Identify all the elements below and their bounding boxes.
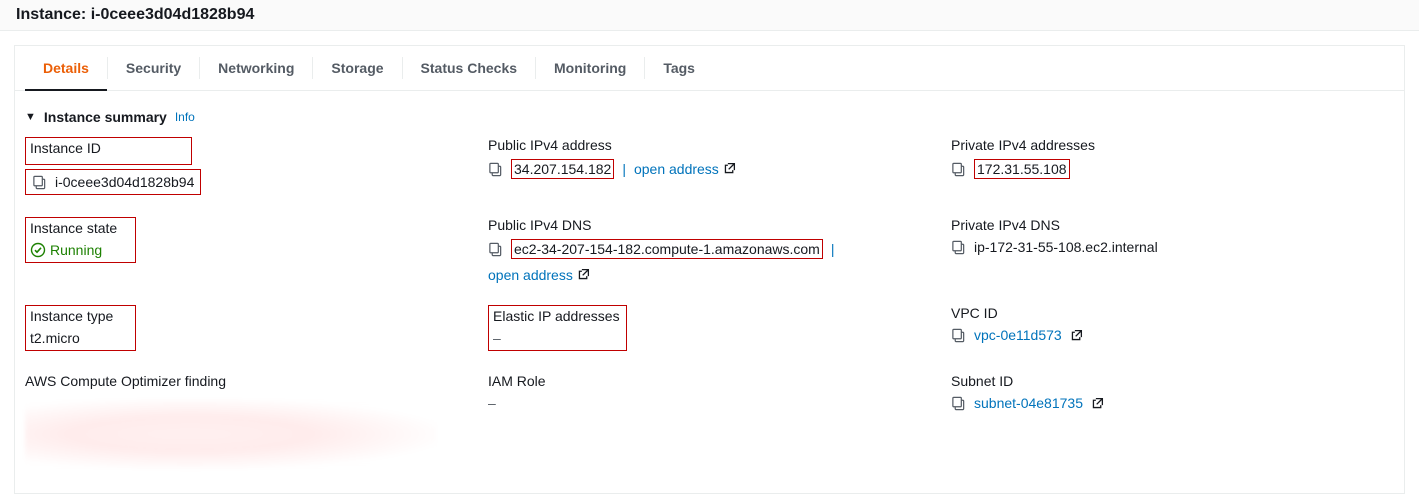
separator: | bbox=[622, 161, 626, 177]
field-instance-state: Instance state Running bbox=[25, 217, 468, 283]
value-public-dns: ec2-34-207-154-182.compute-1.amazonaws.c… bbox=[511, 239, 823, 259]
tab-status-checks[interactable]: Status Checks bbox=[403, 46, 535, 90]
field-instance-id: Instance ID i-0ceee3d04d1828b94 bbox=[25, 137, 468, 195]
section-title-text: Instance summary bbox=[44, 109, 167, 125]
value-private-dns: ip-172-31-55-108.ec2.internal bbox=[974, 239, 1158, 255]
copy-icon[interactable] bbox=[951, 240, 966, 255]
label-instance-id: Instance ID bbox=[30, 140, 101, 156]
value-public-ipv4: 34.207.154.182 bbox=[511, 159, 614, 179]
field-iam-role: IAM Role – bbox=[488, 373, 931, 469]
value-iam-role: – bbox=[488, 395, 931, 411]
tab-networking[interactable]: Networking bbox=[200, 46, 312, 90]
label-optimizer: AWS Compute Optimizer finding bbox=[25, 373, 226, 389]
open-address-text: open address bbox=[488, 267, 573, 283]
copy-icon[interactable] bbox=[951, 162, 966, 177]
open-address-link[interactable]: open address bbox=[634, 161, 736, 177]
value-vpc-id: vpc-0e11d573 bbox=[974, 327, 1062, 343]
redacted-area bbox=[25, 399, 437, 469]
details-panel: Details Security Networking Storage Stat… bbox=[14, 45, 1405, 494]
tab-security[interactable]: Security bbox=[108, 46, 199, 90]
field-private-dns: Private IPv4 DNS ip-172-31-55-108.ec2.in… bbox=[951, 217, 1394, 283]
tab-details[interactable]: Details bbox=[25, 46, 107, 90]
label-public-dns: Public IPv4 DNS bbox=[488, 217, 591, 233]
instance-header: Instance: i-0ceee3d04d1828b94 bbox=[0, 0, 1419, 31]
tab-tags[interactable]: Tags bbox=[645, 46, 713, 90]
field-private-ipv4: Private IPv4 addresses 172.31.55.108 bbox=[951, 137, 1394, 195]
open-address-text: open address bbox=[634, 161, 719, 177]
field-vpc-id: VPC ID vpc-0e11d573 bbox=[951, 305, 1394, 351]
external-link-icon bbox=[723, 162, 736, 175]
field-public-dns: Public IPv4 DNS ec2-34-207-154-182.compu… bbox=[488, 217, 931, 283]
copy-icon[interactable] bbox=[488, 242, 503, 257]
label-subnet-id: Subnet ID bbox=[951, 373, 1013, 389]
status-check-icon bbox=[30, 242, 46, 258]
copy-icon[interactable] bbox=[488, 162, 503, 177]
value-instance-state: Running bbox=[50, 242, 102, 258]
copy-icon[interactable] bbox=[951, 396, 966, 411]
open-address-link[interactable]: open address bbox=[488, 267, 590, 283]
copy-icon[interactable] bbox=[951, 328, 966, 343]
label-vpc-id: VPC ID bbox=[951, 305, 998, 321]
fields-grid: Instance ID i-0ceee3d04d1828b94 Public I… bbox=[15, 137, 1404, 493]
label-instance-type: Instance type bbox=[30, 308, 113, 324]
separator: | bbox=[831, 241, 835, 257]
label-private-ipv4: Private IPv4 addresses bbox=[951, 137, 1095, 153]
value-instance-type: t2.micro bbox=[30, 330, 113, 346]
external-link-icon bbox=[1070, 329, 1083, 342]
header-prefix: Instance: bbox=[16, 6, 86, 23]
label-instance-state: Instance state bbox=[30, 220, 117, 236]
tab-storage[interactable]: Storage bbox=[313, 46, 401, 90]
caret-down-icon: ▼ bbox=[25, 111, 36, 123]
field-instance-type: Instance type t2.micro bbox=[25, 305, 468, 351]
header-instance-id: i-0ceee3d04d1828b94 bbox=[91, 6, 255, 23]
value-subnet-id: subnet-04e81735 bbox=[974, 395, 1083, 411]
label-elastic-ip: Elastic IP addresses bbox=[493, 308, 620, 324]
label-iam-role: IAM Role bbox=[488, 373, 546, 389]
label-public-ipv4: Public IPv4 address bbox=[488, 137, 612, 153]
field-elastic-ip: Elastic IP addresses – bbox=[488, 305, 931, 351]
label-private-dns: Private IPv4 DNS bbox=[951, 217, 1060, 233]
subnet-link[interactable]: subnet-04e81735 bbox=[974, 395, 1083, 411]
copy-icon[interactable] bbox=[32, 175, 47, 190]
value-private-ipv4: 172.31.55.108 bbox=[974, 159, 1070, 179]
info-link[interactable]: Info bbox=[175, 110, 195, 124]
vpc-link[interactable]: vpc-0e11d573 bbox=[974, 327, 1062, 343]
field-optimizer: AWS Compute Optimizer finding bbox=[25, 373, 468, 469]
external-link-icon bbox=[577, 268, 590, 281]
value-elastic-ip: – bbox=[493, 330, 620, 346]
tab-bar: Details Security Networking Storage Stat… bbox=[15, 46, 1404, 91]
external-link-icon bbox=[1091, 397, 1104, 410]
value-instance-id: i-0ceee3d04d1828b94 bbox=[55, 174, 194, 190]
status-running: Running bbox=[30, 242, 117, 258]
tab-monitoring[interactable]: Monitoring bbox=[536, 46, 644, 90]
section-header[interactable]: ▼ Instance summary Info bbox=[15, 91, 1404, 137]
field-subnet-id: Subnet ID subnet-04e81735 bbox=[951, 373, 1394, 469]
field-public-ipv4: Public IPv4 address 34.207.154.182 | ope… bbox=[488, 137, 931, 195]
